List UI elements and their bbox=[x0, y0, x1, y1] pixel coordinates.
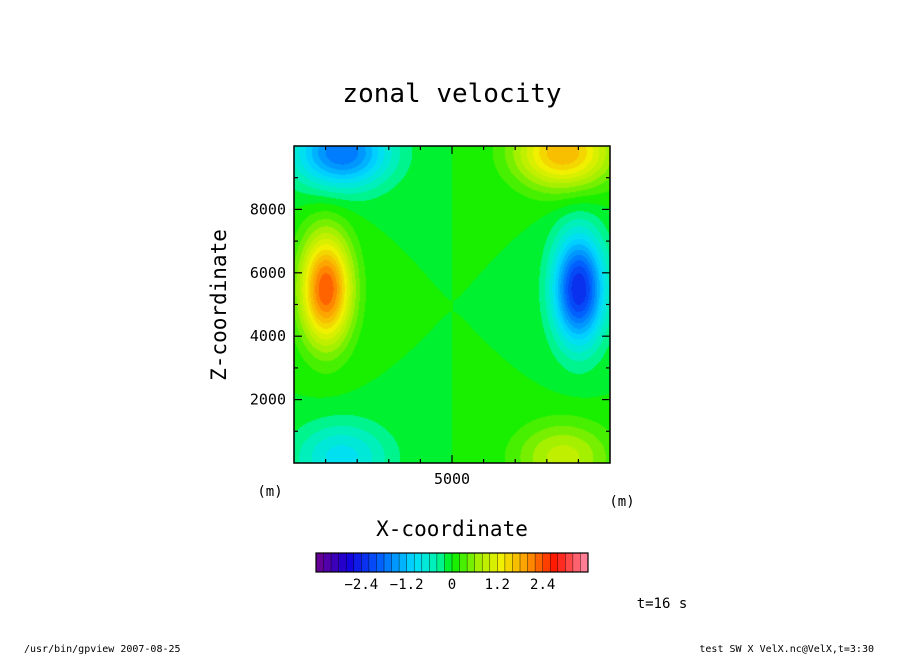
footer-right: test_SW_X_VelX.nc@VelX,t=3:30 bbox=[699, 644, 874, 654]
colorbar-cell bbox=[436, 553, 445, 572]
colorbar-cell bbox=[520, 553, 528, 572]
heatmap-plot bbox=[293, 145, 611, 464]
colorbar-cell bbox=[338, 553, 347, 572]
colorbar-cell bbox=[580, 553, 589, 572]
colorbar-cell bbox=[527, 553, 536, 572]
y-axis-label: Z-coordinate bbox=[207, 229, 231, 381]
colorbar-cell bbox=[474, 553, 483, 572]
colorbar-cell bbox=[421, 553, 430, 572]
chart-title: zonal velocity bbox=[342, 79, 561, 109]
time-label: t=16 s bbox=[637, 596, 688, 612]
colorbar-tick-labels: −2.4 −1.2 0 1.2 2.4 bbox=[344, 577, 555, 593]
colorbar-cell bbox=[459, 553, 468, 572]
colorbar-cell bbox=[323, 553, 332, 572]
x-axis-label: X-coordinate bbox=[376, 517, 528, 541]
y-tick-label: 2000 bbox=[250, 391, 286, 409]
colorbar-cell bbox=[550, 553, 559, 572]
colorbar-cell bbox=[482, 553, 491, 572]
colorbar-cell bbox=[399, 553, 407, 572]
colorbar-tick-label: 0 bbox=[448, 577, 456, 593]
colorbar-cell bbox=[572, 553, 581, 572]
colorbar-frame bbox=[315, 552, 589, 573]
colorbar-tick-label: 2.4 bbox=[530, 577, 555, 593]
colorbar bbox=[316, 553, 589, 572]
colorbar-cell bbox=[504, 553, 513, 572]
colorbar-cell bbox=[497, 553, 506, 572]
colorbar-cell bbox=[429, 553, 438, 572]
colorbar-cell bbox=[512, 553, 521, 572]
x-axis-ticks bbox=[325, 146, 580, 463]
y-tick-label: 4000 bbox=[250, 327, 286, 345]
colorbar-cell bbox=[444, 553, 453, 572]
heatmap-field bbox=[294, 146, 610, 463]
colorbar-cell bbox=[361, 553, 370, 572]
colorbar-cell bbox=[346, 553, 355, 572]
colorbar-tick-label: −2.4 bbox=[344, 577, 378, 593]
colorbar-tick-label: 1.2 bbox=[485, 577, 510, 593]
colorbar-cell bbox=[414, 553, 423, 572]
y-tick-label: 6000 bbox=[250, 264, 286, 282]
colorbar-cell bbox=[557, 553, 566, 572]
colorbar-cell bbox=[391, 553, 400, 572]
colorbar-cell bbox=[542, 553, 551, 572]
colorbar-cell bbox=[452, 553, 460, 572]
colorbar-cell bbox=[368, 553, 377, 572]
colorbar-cell bbox=[316, 553, 324, 572]
colorbar-cell bbox=[406, 553, 415, 572]
x-unit-label: (m) bbox=[609, 494, 634, 510]
colorbar-cell bbox=[565, 553, 574, 572]
colorbar-tick-label: −1.2 bbox=[390, 577, 424, 593]
y-tick-label: 8000 bbox=[250, 200, 286, 218]
colorbar-cell bbox=[353, 553, 362, 572]
x-tick-label: 5000 bbox=[434, 470, 470, 488]
colorbar-cell bbox=[467, 553, 475, 572]
y-unit-label: (m) bbox=[257, 484, 282, 500]
colorbar-cell bbox=[331, 553, 339, 572]
colorbar-cell bbox=[376, 553, 385, 572]
colorbar-cell bbox=[384, 553, 392, 572]
y-axis-ticks bbox=[294, 177, 610, 432]
colorbar-cell bbox=[535, 553, 543, 572]
colorbar-cell bbox=[489, 553, 498, 572]
footer-left: /usr/bin/gpview 2007-08-25 bbox=[24, 644, 181, 654]
